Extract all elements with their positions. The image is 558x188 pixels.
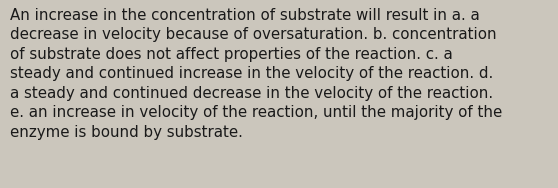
Text: An increase in the concentration of substrate will result in a. a
decrease in ve: An increase in the concentration of subs… — [10, 8, 502, 140]
